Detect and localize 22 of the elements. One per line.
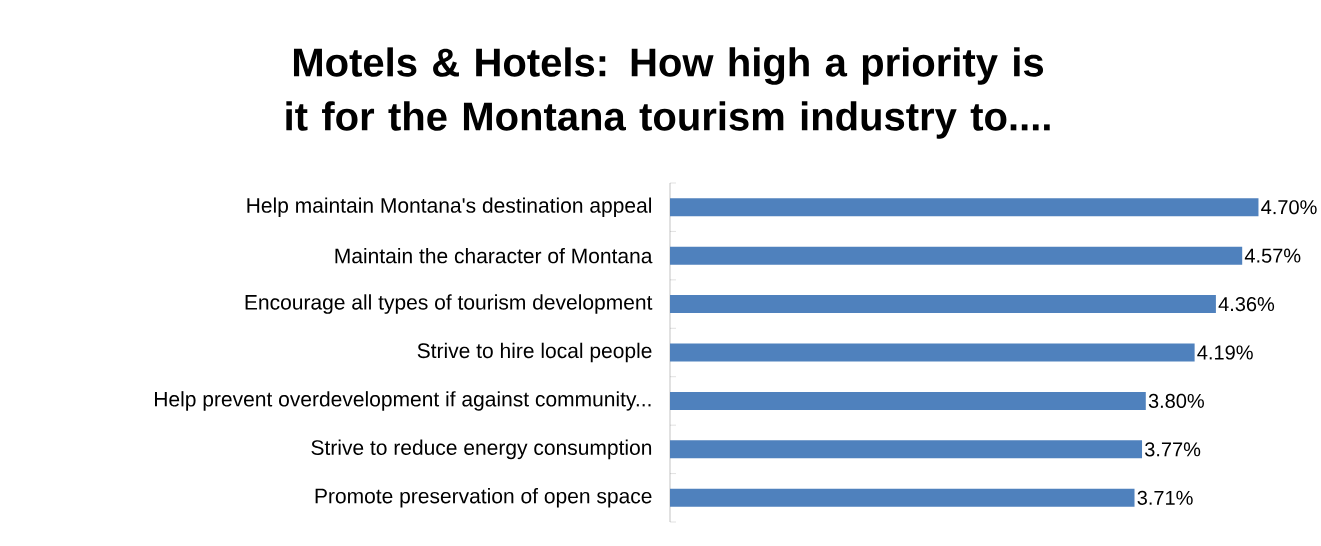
- y-tick-label: Encourage all types of tourism development: [245, 294, 653, 314]
- data-label: 3.80%: [1148, 393, 1204, 409]
- y-tick-label: Strive to reduce energy consumption: [311, 439, 652, 460]
- bar: [670, 488, 1135, 507]
- data-label: 4.70%: [1261, 200, 1317, 215]
- data-label: 4.57%: [1244, 248, 1301, 263]
- bar: [670, 391, 1146, 410]
- y-tick-label: Promote preservation of open space: [315, 488, 652, 508]
- y-tick-label: Help prevent overdevelopment if against community...: [155, 391, 651, 411]
- y-tick-label: Help maintain Montana's destination appeal: [247, 197, 651, 217]
- chart-title: Motels & Hotels: How high a priority is it for the Montana tourism industry to....: [286, 47, 1050, 139]
- bar: [670, 246, 1243, 265]
- data-label: 4.36%: [1218, 296, 1275, 312]
- data-label: 3.77%: [1145, 442, 1201, 457]
- bar: [670, 198, 1259, 217]
- bar: [670, 295, 1216, 314]
- data-label: 4.19%: [1197, 345, 1253, 360]
- bar: [670, 343, 1195, 362]
- y-tick-label: Strive to hire local people: [417, 342, 652, 363]
- data-label: 3.71%: [1137, 490, 1193, 505]
- bar: [670, 440, 1143, 459]
- y-tick-label: Maintain the character of Montana: [335, 247, 653, 264]
